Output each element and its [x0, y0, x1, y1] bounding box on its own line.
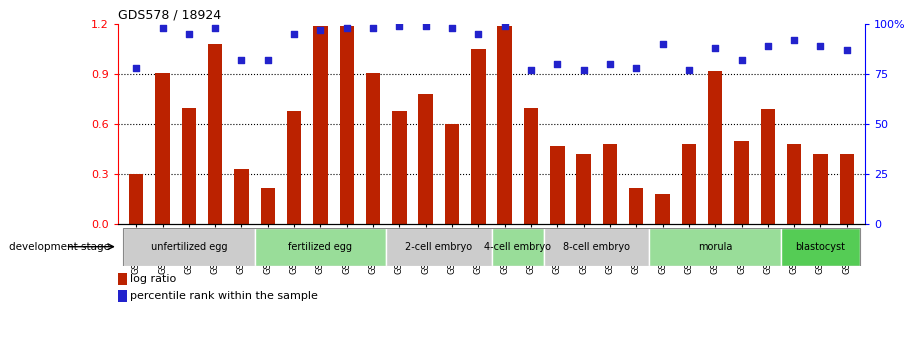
Bar — [650, 228, 781, 266]
Point — [235, 57, 249, 63]
Text: blastocyst: blastocyst — [795, 242, 845, 252]
Bar — [655, 194, 670, 224]
Bar — [181, 108, 196, 224]
Bar — [255, 228, 386, 266]
Point — [419, 23, 433, 29]
Bar — [155, 72, 169, 224]
Bar — [708, 71, 722, 224]
Text: development stage: development stage — [9, 242, 110, 252]
Text: morula: morula — [698, 242, 732, 252]
Bar — [235, 169, 249, 224]
Bar — [491, 228, 545, 266]
Text: 4-cell embryo: 4-cell embryo — [485, 242, 552, 252]
Bar — [287, 111, 302, 224]
Bar — [313, 26, 328, 224]
Point — [681, 67, 696, 73]
Text: percentile rank within the sample: percentile rank within the sample — [130, 291, 318, 301]
Point — [261, 57, 275, 63]
Bar — [207, 44, 222, 224]
Bar — [787, 144, 802, 224]
Point — [814, 43, 828, 49]
Point — [392, 23, 407, 29]
Bar — [576, 154, 591, 224]
Point — [576, 67, 591, 73]
Bar — [386, 228, 492, 266]
Bar — [123, 228, 255, 266]
Bar — [602, 144, 617, 224]
Point — [524, 67, 538, 73]
Point — [445, 26, 459, 31]
Bar — [681, 144, 696, 224]
Bar — [118, 273, 127, 285]
Point — [761, 43, 776, 49]
Bar — [840, 154, 854, 224]
Bar — [392, 111, 407, 224]
Bar — [629, 188, 643, 224]
Point — [629, 66, 643, 71]
Bar — [524, 108, 538, 224]
Bar — [340, 26, 354, 224]
Text: 2-cell embryo: 2-cell embryo — [405, 242, 472, 252]
Point — [340, 26, 354, 31]
Text: 8-cell embryo: 8-cell embryo — [564, 242, 631, 252]
Bar — [734, 141, 748, 224]
Point — [602, 61, 617, 67]
Point — [734, 57, 748, 63]
Bar — [814, 154, 828, 224]
Point — [207, 26, 222, 31]
Point — [313, 27, 328, 33]
Bar — [261, 188, 275, 224]
Bar — [550, 146, 564, 224]
Point — [497, 23, 512, 29]
Text: GDS578 / 18924: GDS578 / 18924 — [118, 9, 221, 22]
Bar — [471, 49, 486, 224]
Point — [287, 31, 302, 37]
Point — [840, 47, 854, 53]
Point — [129, 66, 143, 71]
Point — [655, 41, 670, 47]
Bar — [419, 94, 433, 224]
Bar — [118, 290, 127, 302]
Text: fertilized egg: fertilized egg — [288, 242, 352, 252]
Bar — [761, 109, 776, 224]
Bar — [781, 228, 860, 266]
Point — [155, 26, 169, 31]
Text: unfertilized egg: unfertilized egg — [150, 242, 227, 252]
Bar — [366, 72, 381, 224]
Text: log ratio: log ratio — [130, 274, 177, 284]
Bar — [129, 174, 143, 224]
Point — [550, 61, 564, 67]
Bar — [545, 228, 650, 266]
Point — [471, 31, 486, 37]
Point — [181, 31, 196, 37]
Point — [787, 37, 802, 43]
Point — [708, 46, 722, 51]
Bar — [497, 26, 512, 224]
Bar — [445, 124, 459, 224]
Point — [366, 26, 381, 31]
